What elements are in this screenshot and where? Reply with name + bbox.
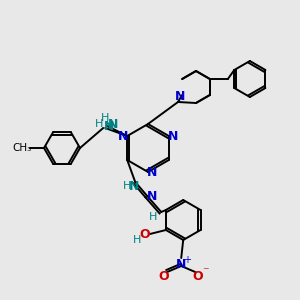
Text: N: N bbox=[176, 257, 186, 271]
Text: N: N bbox=[129, 179, 140, 193]
Text: H: H bbox=[123, 181, 131, 191]
Text: H: H bbox=[133, 235, 141, 245]
Text: N: N bbox=[118, 130, 128, 142]
Text: H: H bbox=[101, 113, 110, 123]
Text: N: N bbox=[147, 166, 157, 178]
Text: O: O bbox=[192, 269, 202, 283]
Text: O: O bbox=[158, 269, 169, 283]
Text: N: N bbox=[168, 130, 178, 142]
Text: H: H bbox=[149, 212, 158, 222]
Text: N: N bbox=[175, 91, 185, 103]
Text: O: O bbox=[140, 229, 150, 242]
Text: N: N bbox=[104, 119, 114, 133]
Text: N: N bbox=[108, 118, 119, 130]
Text: H: H bbox=[95, 119, 103, 129]
Text: N: N bbox=[147, 190, 158, 202]
Text: CH₃: CH₃ bbox=[12, 143, 32, 153]
Text: ⁻: ⁻ bbox=[202, 266, 208, 278]
Text: +: + bbox=[183, 255, 191, 265]
